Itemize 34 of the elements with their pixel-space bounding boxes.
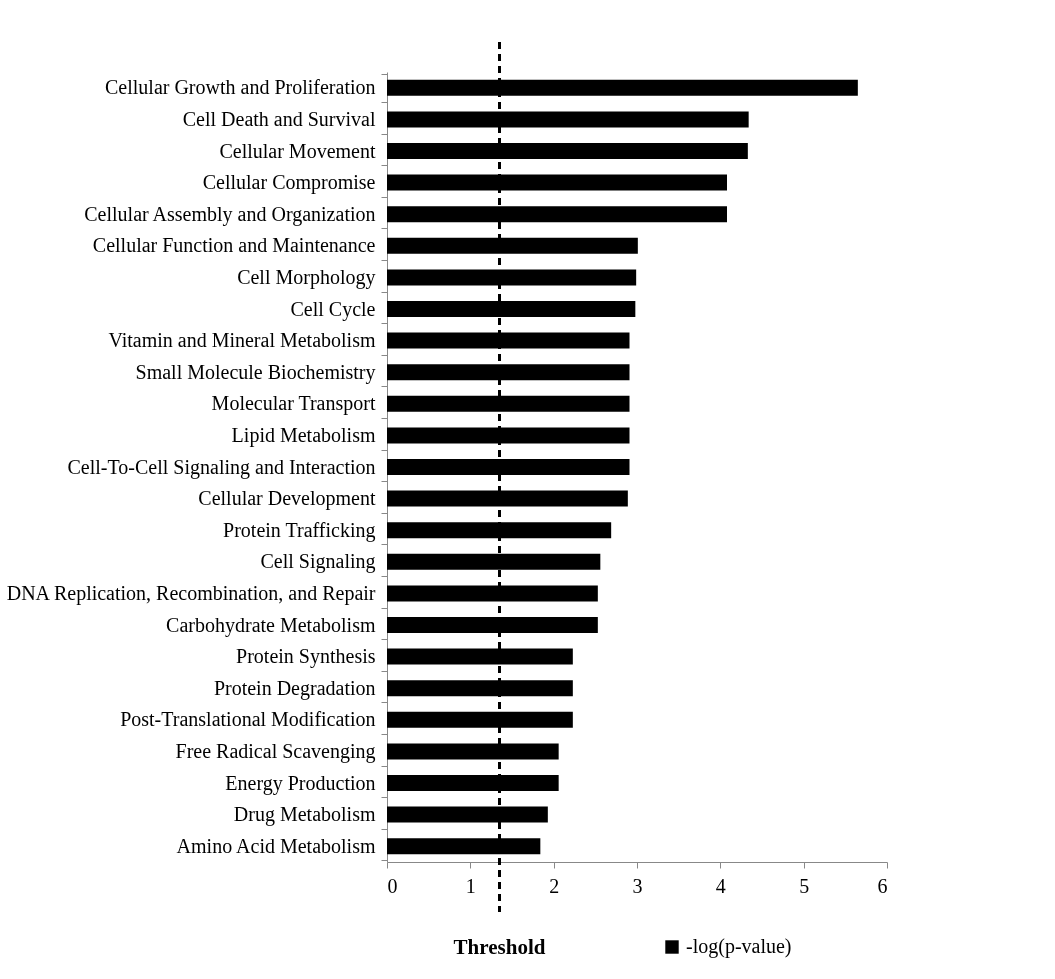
y-tick-label: Small Molecule Biochemistry	[135, 360, 376, 384]
y-tick-label: Molecular Transport	[211, 392, 376, 416]
y-tick-label: Lipid Metabolism	[231, 423, 376, 447]
x-tick-label: 1	[465, 874, 476, 897]
ref-line-label: Threshold	[453, 935, 546, 959]
y-tick-label: Protein Trafficking	[223, 518, 376, 542]
x-tick-label: 0	[387, 874, 398, 897]
y-tick-label: Cell Signaling	[260, 550, 376, 574]
y-tick-label: Cellular Compromise	[202, 171, 376, 195]
y-tick-label: Free Radical Scavenging	[175, 739, 376, 763]
y-tick-label: Cell-To-Cell Signaling and Interaction	[67, 455, 376, 479]
y-tick-label: Cell Cycle	[290, 297, 376, 321]
y-tick-label: Cellular Assembly and Organization	[84, 202, 376, 226]
x-tick-label: 4	[715, 874, 726, 897]
y-tick-label: Drug Metabolism	[233, 803, 376, 827]
y-tick-label: Cell Death and Survival	[182, 107, 376, 130]
y-tick-label: Energy Production	[225, 771, 376, 795]
y-tick-label: Carbohydrate Metabolism	[166, 613, 376, 637]
y-tick-label: Cell Morphology	[237, 265, 376, 289]
y-tick-label: Protein Synthesis	[236, 645, 376, 669]
y-tick-label: Protein Degradation	[213, 676, 376, 700]
x-tick-label: 3	[632, 874, 643, 897]
y-tick-label: Post-Translational Modification	[120, 708, 376, 731]
y-tick-label: Cellular Development	[198, 487, 376, 511]
y-tick-label: DNA Replication, Recombination, and Repair	[6, 581, 376, 605]
legend-label: -log(p-value)	[686, 935, 792, 958]
y-tick-label: Cellular Movement	[219, 139, 376, 162]
x-tick-label: 6	[877, 874, 888, 897]
x-tick-label: 2	[549, 874, 560, 897]
y-tick-label: Cellular Function and Maintenance	[92, 234, 376, 257]
x-tick-label: 5	[799, 874, 810, 897]
y-tick-label: Amino Acid Metabolism	[176, 834, 376, 857]
y-tick-label: Vitamin and Mineral Metabolism	[108, 329, 376, 352]
y-tick-label: Cellular Growth and Proliferation	[105, 76, 376, 99]
